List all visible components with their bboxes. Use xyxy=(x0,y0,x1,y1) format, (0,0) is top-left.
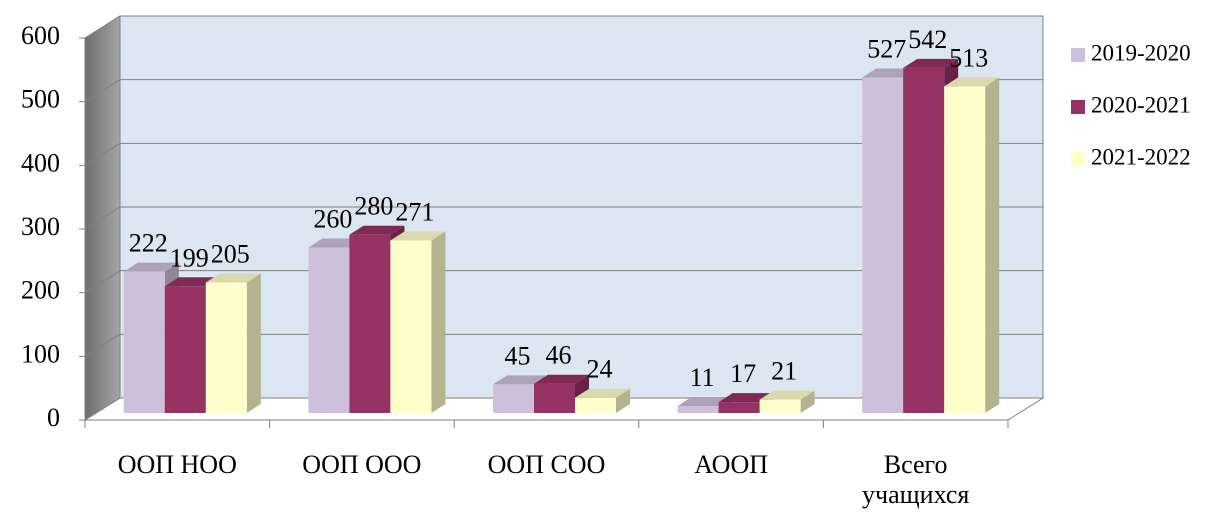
bar xyxy=(493,384,534,413)
bar-top xyxy=(123,262,179,272)
y-tick-label: 400 xyxy=(21,148,60,177)
bar-top xyxy=(903,58,959,68)
bar-side xyxy=(616,388,630,413)
x-tick-label: АООП xyxy=(694,450,768,479)
bar xyxy=(205,282,247,413)
grid-line-side xyxy=(84,15,121,39)
bar xyxy=(903,67,945,413)
grid-line-side xyxy=(84,206,121,230)
value-label: 11 xyxy=(690,363,715,392)
bar xyxy=(759,399,801,413)
bar xyxy=(390,240,432,413)
bar-side xyxy=(985,77,1000,413)
bar-top xyxy=(349,225,405,235)
bar xyxy=(349,234,391,413)
grid-line-side xyxy=(84,397,121,421)
legend-swatch xyxy=(1071,100,1085,114)
value-label: 24 xyxy=(587,355,613,384)
x-tick-label: ООП СОО xyxy=(487,450,606,479)
bar-top xyxy=(575,388,630,398)
bar-top xyxy=(534,374,589,384)
y-tick-label: 100 xyxy=(21,339,60,368)
value-label: 271 xyxy=(395,197,434,226)
value-label: 222 xyxy=(129,229,168,258)
value-label: 542 xyxy=(908,25,947,54)
x-tick-label: Всего учащихся xyxy=(862,450,970,509)
bar-side xyxy=(431,231,446,413)
value-label: 513 xyxy=(949,43,988,72)
bar xyxy=(164,286,206,413)
value-label: 199 xyxy=(170,243,209,272)
y-tick-label: 500 xyxy=(21,85,60,114)
y-tick-label: 0 xyxy=(47,403,60,432)
legend-swatch xyxy=(1071,152,1085,166)
x-tick-label: ООП ООО xyxy=(302,450,422,479)
bar-top xyxy=(493,375,548,385)
bar-top xyxy=(759,390,815,400)
bar xyxy=(944,86,986,413)
bar xyxy=(677,405,719,413)
bar-side xyxy=(246,273,261,413)
bar xyxy=(534,383,575,413)
legend-label: 2020-2021 xyxy=(1091,92,1191,117)
grid-line-side xyxy=(84,333,121,357)
bar-top xyxy=(205,273,261,283)
value-label: 45 xyxy=(505,341,531,370)
value-label: 21 xyxy=(771,357,797,386)
value-label: 260 xyxy=(313,204,352,233)
bar-side xyxy=(800,390,815,413)
value-label: 46 xyxy=(546,341,572,370)
value-label: 205 xyxy=(211,239,250,268)
value-label: 527 xyxy=(867,34,906,63)
value-label: 280 xyxy=(354,192,393,221)
grid-line-side xyxy=(84,79,121,103)
y-tick-label: 300 xyxy=(21,212,60,241)
y-tick-label: 600 xyxy=(21,21,60,50)
grid-line-side xyxy=(84,270,121,294)
bar-top xyxy=(390,231,446,241)
bar-top xyxy=(944,77,1000,87)
bar xyxy=(575,397,616,413)
x-tick-label: ООП НОО xyxy=(117,450,237,479)
bar xyxy=(718,402,760,413)
legend-swatch xyxy=(1071,48,1085,62)
y-tick-label: 200 xyxy=(21,276,60,305)
grid-line-side xyxy=(84,142,121,166)
bar xyxy=(862,77,904,413)
legend-label: 2019-2020 xyxy=(1091,40,1191,65)
bar xyxy=(308,247,350,413)
legend-label: 2021-2022 xyxy=(1091,144,1191,169)
value-label: 17 xyxy=(730,359,756,388)
bar xyxy=(123,271,165,413)
